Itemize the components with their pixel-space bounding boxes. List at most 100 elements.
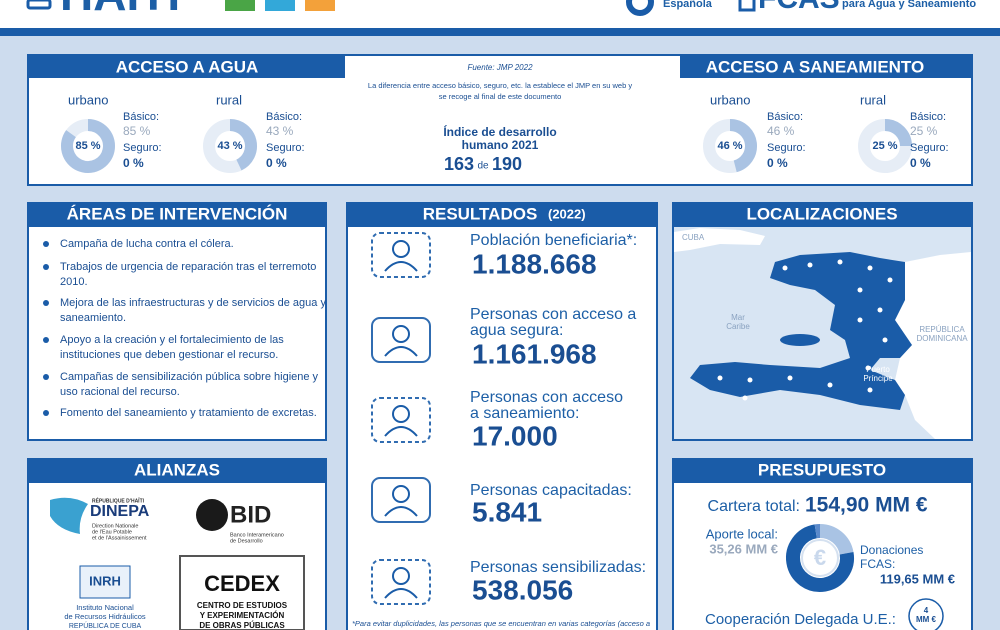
logo-text: Direction Nationale bbox=[92, 523, 138, 529]
icon-shape bbox=[371, 232, 431, 278]
panel-header bbox=[28, 459, 326, 483]
area-item: uso racional del recurso. bbox=[60, 386, 180, 398]
result-label: Personas con acceso bbox=[470, 389, 623, 406]
result-icon bbox=[371, 559, 431, 605]
aecid-logo bbox=[626, 0, 654, 16]
section-title: RESULTADOS bbox=[423, 204, 538, 223]
hdi-total: 190 bbox=[492, 154, 522, 174]
panel-header bbox=[680, 56, 971, 78]
budget-icon: € bbox=[814, 545, 826, 570]
area-label: rural bbox=[860, 92, 886, 107]
budget-arc bbox=[819, 524, 854, 555]
inrh-logo bbox=[79, 565, 131, 599]
result-label: Personas con acceso a bbox=[470, 306, 636, 323]
budget-center bbox=[801, 539, 839, 577]
bullet bbox=[43, 241, 49, 247]
note: La diferencia entre acceso básico, segur… bbox=[368, 81, 632, 90]
map-label: DOMINICANA bbox=[916, 334, 968, 343]
logo-text: Banco Interamericano bbox=[230, 532, 284, 538]
result-label: a saneamiento: bbox=[470, 405, 579, 422]
panel-header bbox=[673, 203, 972, 227]
fcas-logo bbox=[738, 0, 756, 12]
safe-value: 0 % bbox=[123, 156, 144, 170]
bullet bbox=[43, 300, 49, 306]
hdi-rank: 163 bbox=[444, 154, 474, 174]
note: se recoge al final de este documento bbox=[439, 92, 562, 101]
area-label: rural bbox=[216, 92, 242, 107]
map-label: Príncipe bbox=[863, 374, 893, 383]
logo-text: et de l'Assainissement bbox=[92, 535, 147, 541]
logo-text: DE OBRAS PÚBLICAS bbox=[199, 621, 285, 630]
budget-value: MM € bbox=[916, 615, 937, 624]
area-label: urbano bbox=[68, 92, 108, 107]
dinepa-logo bbox=[50, 497, 88, 534]
safe-value: 0 % bbox=[910, 156, 931, 170]
hdi-of: de bbox=[477, 161, 489, 172]
bid-logo bbox=[196, 499, 228, 531]
budget-label: Cooperación Delegada U.E.: bbox=[705, 611, 896, 628]
fcas-subtitle: para Agua y Saneamiento bbox=[842, 0, 976, 10]
map-haiti bbox=[690, 252, 912, 410]
panel-header bbox=[347, 203, 657, 227]
logo-text: CENTRO DE ESTUDIOS bbox=[197, 601, 288, 610]
area-item: instituciones que deben gestionar el rec… bbox=[60, 349, 278, 361]
logo-text: RÉPUBLIQUE D'HAÏTI bbox=[92, 496, 145, 504]
icon-shape bbox=[384, 506, 418, 517]
logo-text: de Recursos Hidráulicos bbox=[64, 612, 146, 621]
result-value: 1.188.668 bbox=[472, 248, 597, 279]
panel-header bbox=[28, 203, 326, 227]
icon-shape bbox=[392, 325, 410, 343]
budget-value: 119,65 MM € bbox=[880, 571, 955, 586]
result-value: 538.056 bbox=[472, 574, 573, 605]
icon-shape bbox=[392, 405, 410, 423]
result-icon bbox=[371, 232, 431, 278]
donut-arc bbox=[61, 119, 115, 173]
hdi-title: Índice de desarrollo bbox=[443, 124, 556, 139]
basic-label: Básico: bbox=[767, 111, 803, 123]
basic-value: 85 % bbox=[123, 124, 151, 138]
icon-shape bbox=[384, 346, 418, 357]
sdg-icon bbox=[305, 0, 335, 11]
budget-total: 154,90 MM € bbox=[805, 494, 928, 517]
map-label: Caribe bbox=[726, 322, 750, 331]
area-item: Campañas de sensibilización pública sobr… bbox=[60, 371, 319, 383]
cedex-logo bbox=[179, 555, 305, 630]
basic-value: 25 % bbox=[910, 124, 938, 138]
panel-header bbox=[673, 459, 972, 483]
section-title: ACCESO A SANEAMIENTO bbox=[706, 57, 925, 76]
logo-text: de Desarrollo bbox=[230, 538, 263, 544]
safe-label: Seguro: bbox=[266, 142, 305, 154]
icon-shape bbox=[371, 397, 431, 443]
donut-arc bbox=[729, 119, 757, 173]
basic-label: Básico: bbox=[123, 111, 159, 123]
area-item: Fomento del saneamiento y tratamiento de… bbox=[60, 407, 317, 419]
map-label: Puerto bbox=[866, 365, 890, 374]
basic-label: Básico: bbox=[910, 111, 946, 123]
logo-name: INRH bbox=[89, 573, 121, 588]
country-title: HAITI bbox=[60, 0, 180, 20]
results-year: (2022) bbox=[548, 206, 586, 221]
basic-value: 46 % bbox=[767, 124, 795, 138]
source: Fuente: JMP 2022 bbox=[467, 63, 533, 72]
section-title: LOCALIZACIONES bbox=[746, 204, 897, 223]
result-value: 1.161.968 bbox=[472, 338, 597, 369]
logo-name: BID bbox=[230, 501, 271, 528]
safe-label: Seguro: bbox=[910, 142, 949, 154]
areas-panel bbox=[27, 202, 327, 441]
logo-text: REPÚBLICA DE CUBA bbox=[69, 621, 142, 630]
bullet bbox=[43, 374, 49, 380]
partner-text: Española bbox=[663, 0, 713, 10]
map-label: REPÚBLICA bbox=[919, 325, 965, 334]
sdg-icon bbox=[265, 0, 295, 11]
result-label: Personas sensibilizadas: bbox=[470, 559, 646, 576]
logo-name: DINEPA bbox=[90, 503, 150, 520]
basic-label: Básico: bbox=[266, 111, 302, 123]
safe-value: 0 % bbox=[767, 156, 788, 170]
footnote: *Para evitar duplicidades, las personas … bbox=[352, 619, 650, 628]
icon-shape bbox=[371, 559, 431, 605]
logo-name: CEDEX bbox=[204, 571, 280, 596]
basic-value: 43 % bbox=[266, 124, 294, 138]
